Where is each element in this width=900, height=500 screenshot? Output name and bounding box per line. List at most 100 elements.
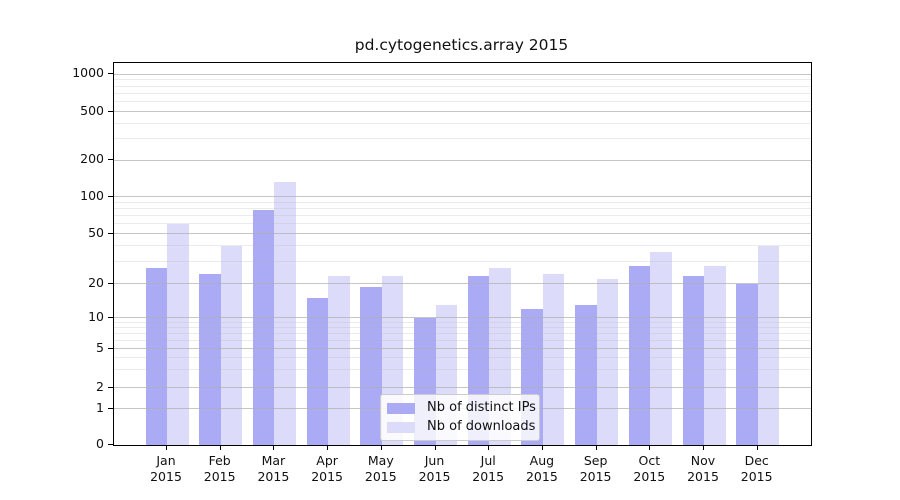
bar-nov-distinct-ips — [682, 276, 704, 445]
bar-sep-distinct-ips — [575, 305, 597, 445]
legend-swatch-icon — [387, 402, 415, 414]
legend-swatch-icon — [387, 421, 415, 433]
bar-may-distinct-ips — [360, 286, 382, 445]
bar-apr-distinct-ips — [306, 298, 329, 445]
minor-gridline — [114, 327, 811, 329]
major-gridline — [114, 386, 811, 388]
y-tick-label: 100 — [80, 188, 104, 203]
y-tick-label: 1000 — [72, 65, 104, 81]
major-gridline — [114, 348, 811, 350]
bar-jan-downloads — [167, 224, 189, 445]
bar-jan-distinct-ips — [145, 267, 167, 445]
x-tick-mark — [595, 445, 597, 450]
legend-label: Nb of downloads — [427, 419, 536, 434]
major-gridline — [114, 283, 811, 284]
minor-gridline — [114, 207, 811, 209]
x-tick-label: Feb 2015 — [203, 453, 236, 484]
y-tick-mark — [108, 444, 113, 445]
y-tick-mark — [108, 111, 113, 112]
minor-gridline — [114, 357, 811, 359]
major-gridline — [114, 73, 811, 75]
x-tick-mark — [434, 445, 436, 450]
minor-gridline — [114, 223, 811, 225]
x-tick-mark — [327, 445, 329, 450]
x-tick-label: Aug 2015 — [525, 453, 558, 484]
minor-gridline — [114, 215, 811, 217]
legend-item-downloads: Nb of downloads — [387, 419, 536, 434]
bar-dec-downloads — [757, 246, 780, 445]
minor-gridline — [114, 101, 811, 103]
minor-gridline — [114, 92, 811, 94]
minor-gridline — [114, 245, 811, 247]
minor-gridline — [114, 322, 811, 324]
legend-item-distinct-ips: Nb of distinct IPs — [387, 401, 536, 415]
y-tick-label: 0 — [96, 436, 104, 451]
minor-gridline — [114, 260, 811, 262]
y-tick-mark — [108, 348, 113, 349]
y-tick-label: 50 — [88, 224, 104, 240]
y-tick-mark — [108, 232, 113, 234]
y-tick-mark — [108, 282, 113, 284]
y-tick-mark — [108, 407, 113, 409]
legend-label: Nb of distinct IPs — [427, 400, 536, 415]
x-tick-label: Mar 2015 — [257, 453, 290, 484]
major-gridline — [114, 196, 811, 198]
y-tick-mark — [108, 73, 113, 75]
y-tick-mark — [108, 317, 113, 319]
x-tick-mark — [273, 445, 275, 450]
x-tick-label: Jun 2015 — [418, 453, 451, 484]
y-tick-label: 20 — [88, 274, 104, 290]
x-tick-label: Dec 2015 — [740, 453, 773, 484]
bar-mar-distinct-ips — [252, 210, 275, 445]
y-tick-mark — [108, 159, 113, 161]
x-tick-label: Nov 2015 — [687, 453, 719, 484]
minor-gridline — [114, 122, 811, 124]
x-tick-mark — [703, 445, 704, 450]
y-tick-label: 10 — [88, 309, 104, 325]
bar-aug-downloads — [542, 274, 565, 445]
bar-dec-distinct-ips — [736, 284, 758, 445]
y-tick-label: 200 — [80, 151, 104, 167]
major-gridline — [114, 317, 811, 319]
y-tick-label: 5 — [96, 340, 104, 355]
x-tick-mark — [380, 445, 382, 450]
major-gridline — [114, 232, 811, 234]
bar-apr-downloads — [328, 276, 350, 445]
major-gridline — [114, 159, 811, 161]
minor-gridline — [114, 369, 811, 371]
bar-oct-distinct-ips — [628, 265, 651, 445]
chart-title: pd.cytogenetics.array 2015 — [354, 36, 569, 54]
minor-gridline — [114, 79, 811, 81]
y-tick-label: 1 — [96, 399, 104, 415]
y-tick-label: 2 — [96, 378, 104, 394]
minor-gridline — [114, 333, 811, 335]
x-tick-mark — [649, 445, 651, 450]
minor-gridline — [114, 201, 811, 203]
x-tick-mark — [541, 445, 543, 450]
x-tick-label: Apr 2015 — [311, 453, 343, 484]
minor-gridline — [114, 85, 811, 87]
bar-feb-downloads — [220, 246, 243, 445]
x-tick-mark — [756, 445, 758, 450]
x-tick-label: Jul 2015 — [472, 453, 505, 484]
legend: Nb of distinct IPs Nb of downloads — [380, 394, 540, 441]
bar-nov-downloads — [704, 265, 726, 445]
bar-sep-downloads — [596, 278, 619, 445]
y-tick-mark — [108, 196, 113, 197]
minor-gridline — [114, 138, 811, 140]
y-tick-mark — [108, 386, 113, 388]
bar-feb-distinct-ips — [199, 274, 221, 445]
x-tick-label: May 2015 — [364, 453, 397, 484]
major-gridline — [114, 111, 811, 113]
bar-mar-downloads — [274, 181, 296, 445]
x-tick-mark — [488, 445, 490, 450]
x-tick-label: Jan 2015 — [150, 453, 182, 484]
x-tick-mark — [219, 445, 221, 450]
y-tick-label: 500 — [80, 103, 104, 118]
x-tick-mark — [166, 445, 167, 450]
plot-area: Nb of distinct IPs Nb of downloads — [113, 62, 812, 446]
x-tick-label: Sep 2015 — [579, 453, 612, 484]
minor-gridline — [114, 339, 811, 341]
x-tick-label: Oct 2015 — [633, 453, 666, 484]
